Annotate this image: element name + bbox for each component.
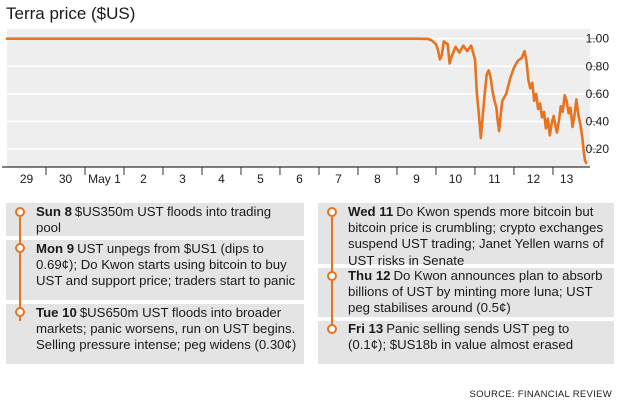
x-tick-label: 30 — [59, 172, 73, 186]
event-desc: UST unpegs from $US1 (dips to 0.69¢); Do… — [36, 241, 296, 289]
event-tue: Tue 10 $US650m UST floods into broader ma… — [36, 305, 298, 354]
event-desc: $US650m UST floods into broader markets;… — [36, 305, 297, 353]
events-divider-right-2 — [318, 317, 614, 321]
event-desc: Do Kwon announces plan to absorb billion… — [348, 268, 603, 316]
events-divider-right — [318, 264, 614, 268]
x-tick-label: 29 — [20, 172, 34, 186]
event-wed: Wed 11 Do Kwon spends more bitcoin but bi… — [348, 204, 610, 269]
event-day: Wed 11 — [348, 204, 394, 219]
price-chart: 29 30 May 1 2 3 4 5 6 7 8 9 10 11 12 13 1.00 0.80 0.60 0.… — [2, 29, 610, 186]
timeline-line-left — [19, 217, 21, 321]
timeline-dot-mon — [15, 243, 25, 253]
x-tick-label: 9 — [413, 172, 420, 186]
x-tick-label: May 1 — [88, 172, 121, 186]
y-axis-tick-labels: 1.00 0.80 0.60 0.40 0.20 — [586, 32, 610, 156]
y-tick-label: 0.60 — [586, 87, 610, 101]
event-day: Thu 12 — [348, 268, 391, 283]
event-fri: Fri 13 Panic selling sends UST peg to (0.… — [348, 321, 610, 353]
x-tick-label: 3 — [179, 172, 186, 186]
y-tick-label: 0.80 — [586, 59, 610, 73]
timeline-dot-fri — [327, 324, 337, 334]
x-tick-label: 11 — [488, 172, 501, 186]
x-tick-label: 4 — [218, 172, 225, 186]
x-axis: 29 30 May 1 2 3 4 5 6 7 8 9 10 11 12 13 — [2, 166, 590, 186]
event-day: Tue 10 — [36, 305, 77, 320]
x-tick-label: 10 — [449, 172, 463, 186]
x-tick-label: 7 — [335, 172, 342, 186]
timeline-dot-tue — [15, 307, 25, 317]
event-desc: $US350m UST floods into trading pool — [36, 204, 272, 236]
event-day: Fri 13 — [348, 321, 384, 336]
event-sun: Sun 8 $US350m UST floods into trading poo… — [36, 204, 298, 236]
events-divider-left — [6, 236, 304, 240]
x-tick-label: 8 — [374, 172, 381, 186]
y-tick-label: 0.20 — [586, 142, 610, 156]
x-tick-label: 13 — [560, 172, 574, 186]
events-divider-left-2 — [6, 300, 304, 304]
x-tick-label: 2 — [140, 172, 147, 186]
event-desc: Panic selling sends UST peg to (0.1¢); $… — [348, 321, 574, 353]
chart-title: Terra price ($US) — [6, 4, 136, 23]
x-tick-label: 5 — [257, 172, 264, 186]
event-day: Mon 9 — [36, 241, 75, 256]
y-tick-label: 1.00 — [586, 32, 610, 46]
event-mon: Mon 9 UST unpegs from $US1 (dips to 0.69¢… — [36, 241, 298, 290]
y-tick-label: 0.40 — [586, 114, 610, 128]
timeline-dot-thu — [327, 271, 337, 281]
timeline-dot-sun — [15, 207, 25, 217]
price-line — [5, 37, 588, 165]
x-tick-label: 6 — [296, 172, 303, 186]
timeline-dot-wed — [327, 207, 337, 217]
source-credit: SOURCE: FINANCIAL REVIEW — [469, 389, 612, 400]
events-panel-left — [6, 203, 304, 364]
event-thu: Thu 12 Do Kwon announces plan to absorb b… — [348, 268, 610, 317]
event-desc: Do Kwon spends more bitcoin but bitcoin … — [348, 204, 604, 268]
x-tick-label: 12 — [527, 172, 541, 186]
event-day: Sun 8 — [36, 204, 72, 219]
events-panel-right — [318, 203, 614, 364]
